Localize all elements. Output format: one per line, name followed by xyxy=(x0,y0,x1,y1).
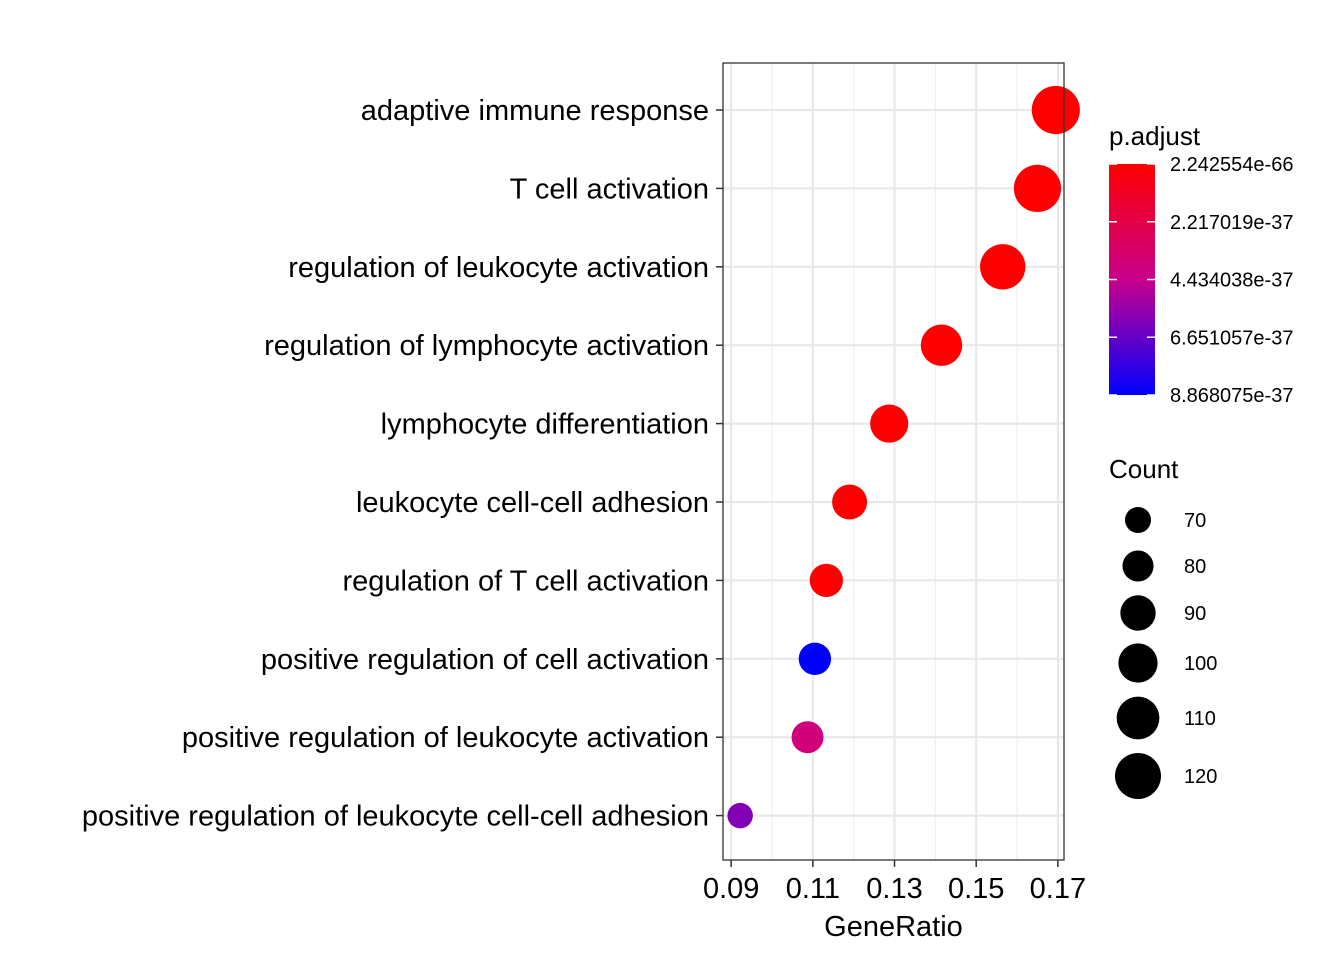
y-tick-label: regulation of leukocyte activation xyxy=(288,252,709,284)
size-legend-key xyxy=(1125,507,1151,533)
y-tick-label: lymphocyte differentiation xyxy=(381,409,709,441)
y-tick-label: T cell activation xyxy=(510,173,709,205)
y-tick-label: positive regulation of leukocyte cell-ce… xyxy=(82,801,709,833)
x-tick-label: 0.13 xyxy=(866,873,922,905)
color-legend-label: 8.868075e-37 xyxy=(1170,385,1293,407)
color-legend-label: 6.651057e-37 xyxy=(1170,327,1293,349)
panel-grid xyxy=(723,63,1064,860)
size-legend-key xyxy=(1118,643,1158,683)
size-legend-key xyxy=(1116,696,1160,740)
points-layer xyxy=(727,85,1080,829)
size-legend-label: 100 xyxy=(1184,653,1217,675)
data-point xyxy=(1013,164,1062,213)
data-point xyxy=(809,563,843,598)
color-legend-label: 2.242554e-66 xyxy=(1170,154,1293,176)
size-legend: Count 70 80 90 100 110 120 xyxy=(1109,454,1217,799)
size-legend-label: 90 xyxy=(1184,603,1206,625)
x-tick-label: 0.09 xyxy=(703,873,759,905)
size-legend-title: Count xyxy=(1109,454,1179,484)
size-legend-label: 110 xyxy=(1184,708,1216,730)
x-tick-label: 0.15 xyxy=(948,873,1004,905)
x-axis-title: GeneRatio xyxy=(824,911,963,943)
y-tick-label: regulation of lymphocyte activation xyxy=(264,330,709,362)
data-point xyxy=(870,404,909,443)
data-point xyxy=(727,802,753,829)
data-point xyxy=(920,324,963,366)
data-point xyxy=(1031,85,1080,135)
y-tick-label: regulation of T cell activation xyxy=(343,565,709,597)
size-legend-label: 70 xyxy=(1184,510,1206,532)
y-tick-label: adaptive immune response xyxy=(361,95,709,127)
y-tick-label: positive regulation of cell activation xyxy=(261,644,709,676)
panel-border xyxy=(722,62,1065,861)
x-tick-label: 0.17 xyxy=(1030,873,1086,905)
data-point xyxy=(980,244,1026,290)
size-legend-label: 120 xyxy=(1184,766,1217,788)
data-point xyxy=(798,642,832,676)
color-legend-title: p.adjust xyxy=(1109,121,1201,151)
x-axis: 0.09 0.11 0.13 0.15 0.17 xyxy=(703,860,1086,905)
data-point xyxy=(791,721,824,754)
x-tick-label: 0.11 xyxy=(786,873,840,905)
color-legend-label: 4.434038e-37 xyxy=(1170,270,1293,292)
size-legend-key xyxy=(1122,550,1154,582)
color-legend: p.adjust 2.242554e-66 2.217019e-37 4.43403… xyxy=(1109,121,1293,407)
color-legend-label: 2.217019e-37 xyxy=(1170,212,1293,234)
size-legend-key xyxy=(1120,595,1156,631)
data-point xyxy=(832,484,868,520)
y-tick-label: leukocyte cell-cell adhesion xyxy=(356,487,709,519)
y-axis: adaptive immune response T cell activatio… xyxy=(82,95,723,833)
y-tick-label: positive regulation of leukocyte activat… xyxy=(182,722,709,754)
size-legend-label: 80 xyxy=(1184,556,1206,578)
size-legend-key xyxy=(1115,753,1161,799)
